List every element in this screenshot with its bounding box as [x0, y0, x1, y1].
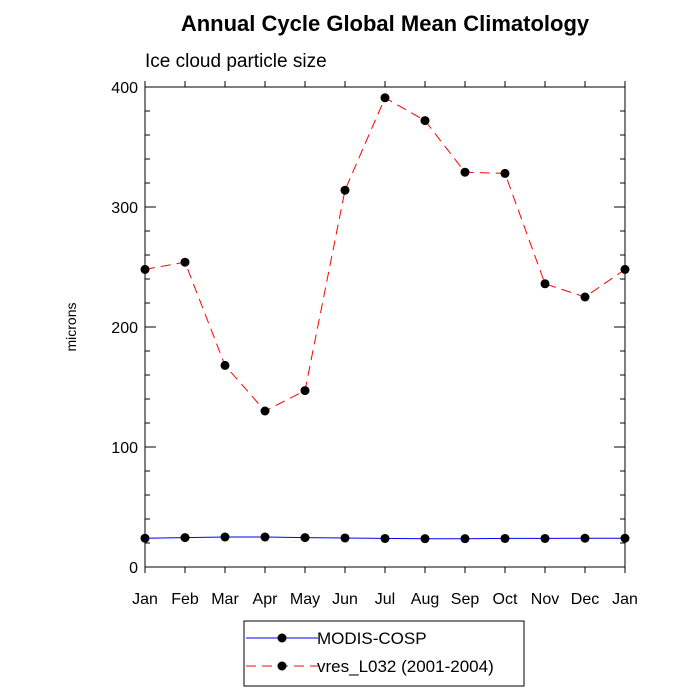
y-tick-label: 300 [111, 200, 138, 217]
series-0-point [340, 533, 350, 543]
x-tick-label: Jun [332, 591, 358, 608]
x-tick-label: Jan [132, 591, 158, 608]
series-1-point [180, 257, 190, 267]
x-axis-ticks: Jan Feb Mar Apr May Jun Jul Aug Sep Oct Nov Dec Jan [132, 81, 638, 608]
x-tick-label: Dec [571, 591, 599, 608]
series-1-point [380, 93, 390, 103]
x-tick-label: Mar [211, 591, 239, 608]
y-tick-label: 400 [111, 80, 138, 97]
y-axis-ticks: 0 100 200 300 400 [111, 80, 625, 577]
series-1-point [300, 386, 310, 396]
series-1-point [540, 279, 550, 289]
legend-box [243, 620, 525, 687]
x-tick-label: May [290, 591, 320, 608]
legend-label-vres: vres_L032 (2001-2004) [317, 657, 494, 676]
series-0-point [500, 533, 510, 543]
x-tick-label: Nov [531, 591, 559, 608]
series-0-point [140, 533, 150, 543]
y-tick-label: 0 [129, 560, 138, 577]
legend-label-modis: MODIS-COSP [317, 629, 427, 648]
series-1-point [260, 406, 270, 416]
x-tick-label: Oct [493, 591, 518, 608]
series-0-point [460, 534, 470, 544]
series-1-point [340, 185, 350, 195]
y-tick-label: 100 [111, 440, 138, 457]
series-0-point [260, 532, 270, 542]
x-tick-label: Aug [411, 591, 439, 608]
series-0-point [420, 534, 430, 544]
legend-marker-vres [277, 661, 287, 671]
chart-title: Annual Cycle Global Mean Climatology [181, 11, 590, 36]
legend: MODIS-COSP vres_L032 (2001-2004) [243, 620, 525, 687]
series-layer [140, 93, 630, 544]
legend-marker-modis [277, 633, 287, 643]
y-tick-label: 200 [111, 320, 138, 337]
chart-subtitle: Ice cloud particle size [145, 51, 327, 72]
series-1-point [580, 292, 590, 302]
series-1-point [220, 360, 230, 370]
series-1-point [420, 116, 430, 126]
x-tick-label: Jan [612, 591, 638, 608]
series-0-point [580, 533, 590, 543]
series-1-point [500, 168, 510, 178]
series-0-point [380, 533, 390, 543]
plot-frame [144, 86, 626, 568]
series-0-point [540, 533, 550, 543]
x-tick-label: Sep [451, 591, 480, 608]
series-1-point [140, 264, 150, 274]
series-1-point [460, 167, 470, 177]
series-1-point [620, 264, 630, 274]
y-axis-label: microns [63, 302, 79, 351]
x-tick-label: Jul [375, 591, 395, 608]
series-0-point [300, 533, 310, 543]
series-0-point [180, 533, 190, 543]
x-tick-label: Feb [171, 591, 199, 608]
x-tick-label: Apr [253, 591, 279, 608]
series-line-1 [144, 97, 626, 412]
series-0-point [220, 532, 230, 542]
series-0-point [620, 533, 630, 543]
